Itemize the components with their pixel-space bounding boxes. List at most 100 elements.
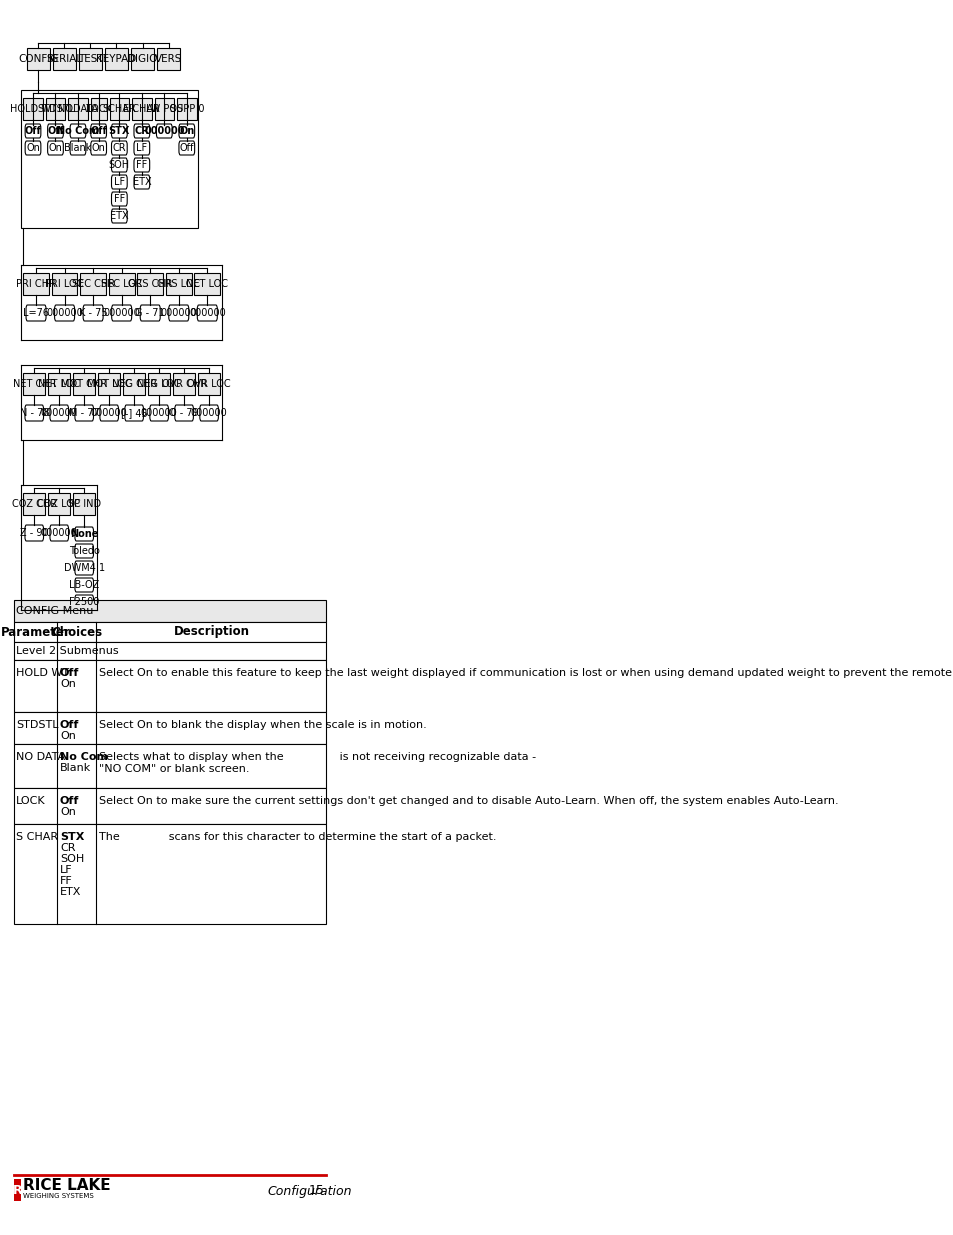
Text: HOLD WT: HOLD WT	[10, 104, 56, 114]
Text: 000000: 000000	[91, 408, 128, 417]
Text: CR: CR	[60, 844, 75, 853]
Text: CONFIG Menu: CONFIG Menu	[16, 606, 93, 616]
Text: Toledo: Toledo	[69, 546, 99, 556]
FancyBboxPatch shape	[199, 405, 218, 421]
Text: LOCK: LOCK	[86, 104, 112, 114]
Text: 000000: 000000	[160, 308, 197, 317]
Text: GRS CHR: GRS CHR	[128, 279, 172, 289]
Text: SUPP 0: SUPP 0	[170, 104, 204, 114]
FancyBboxPatch shape	[133, 124, 150, 138]
Text: LF: LF	[60, 864, 72, 876]
FancyBboxPatch shape	[23, 493, 46, 515]
FancyBboxPatch shape	[83, 305, 103, 321]
FancyBboxPatch shape	[91, 141, 107, 156]
Text: SOH: SOH	[109, 161, 130, 170]
Text: CR: CR	[112, 143, 126, 153]
FancyBboxPatch shape	[157, 48, 180, 70]
Bar	[14, 600, 326, 622]
FancyBboxPatch shape	[25, 405, 44, 421]
FancyBboxPatch shape	[148, 373, 170, 395]
Text: No Com: No Com	[60, 752, 108, 762]
FancyBboxPatch shape	[123, 373, 145, 395]
Bar	[14, 622, 326, 642]
FancyBboxPatch shape	[52, 48, 76, 70]
FancyBboxPatch shape	[177, 98, 196, 120]
Text: On: On	[179, 126, 194, 136]
Bar	[14, 713, 326, 743]
Text: WEIGHING SYSTEMS: WEIGHING SYSTEMS	[23, 1193, 93, 1199]
FancyBboxPatch shape	[166, 273, 192, 295]
Text: PRI CHR: PRI CHR	[16, 279, 56, 289]
FancyBboxPatch shape	[91, 98, 107, 120]
FancyBboxPatch shape	[46, 98, 65, 120]
Text: FF: FF	[136, 161, 148, 170]
Text: On: On	[91, 143, 106, 153]
Text: Level 2 Submenus: Level 2 Submenus	[16, 646, 118, 656]
FancyBboxPatch shape	[75, 595, 93, 609]
Text: 000000: 000000	[141, 408, 177, 417]
Text: FF: FF	[60, 876, 72, 885]
Text: Off: Off	[60, 720, 79, 730]
FancyBboxPatch shape	[197, 305, 217, 321]
FancyBboxPatch shape	[100, 405, 118, 421]
Text: 000000: 000000	[191, 408, 227, 417]
Text: LB-OZ: LB-OZ	[69, 580, 99, 590]
Text: On: On	[60, 806, 75, 818]
Text: Select On to make sure the current settings don't get changed and to disable Aut: Select On to make sure the current setti…	[99, 797, 838, 806]
FancyBboxPatch shape	[105, 48, 128, 70]
FancyBboxPatch shape	[27, 48, 50, 70]
Text: VERS: VERS	[154, 54, 182, 64]
Text: SEC LOC: SEC LOC	[101, 279, 142, 289]
Text: NET LOC: NET LOC	[38, 379, 80, 389]
Bar	[14, 642, 326, 659]
FancyBboxPatch shape	[79, 48, 102, 70]
FancyBboxPatch shape	[48, 493, 71, 515]
Text: None: None	[70, 529, 98, 538]
Text: SEC CHR: SEC CHR	[71, 279, 114, 289]
Text: Off: Off	[47, 126, 64, 136]
Text: G - 71: G - 71	[135, 308, 165, 317]
Text: On: On	[26, 143, 40, 153]
Text: TEST: TEST	[77, 54, 103, 64]
FancyBboxPatch shape	[172, 373, 195, 395]
FancyBboxPatch shape	[154, 98, 174, 120]
Text: No Com: No Com	[57, 126, 99, 136]
Text: COZ CHR: COZ CHR	[11, 499, 57, 509]
Text: DWM4 1: DWM4 1	[64, 563, 105, 573]
Text: Description: Description	[173, 625, 249, 638]
Bar	[14, 1179, 21, 1200]
Text: NODATA: NODATA	[58, 104, 98, 114]
FancyBboxPatch shape	[112, 158, 127, 172]
Text: Off: Off	[25, 126, 41, 136]
FancyBboxPatch shape	[112, 141, 127, 156]
Bar	[14, 659, 326, 713]
FancyBboxPatch shape	[23, 98, 43, 120]
FancyBboxPatch shape	[75, 405, 93, 421]
Text: Off: Off	[60, 797, 79, 806]
Text: Blank: Blank	[64, 143, 91, 153]
FancyBboxPatch shape	[48, 124, 63, 138]
FancyBboxPatch shape	[194, 273, 220, 295]
Text: [-] 45: [-] 45	[121, 408, 148, 417]
FancyBboxPatch shape	[75, 578, 93, 592]
FancyBboxPatch shape	[70, 124, 86, 138]
Text: FF: FF	[113, 194, 125, 204]
Text: HOLD WT: HOLD WT	[16, 668, 70, 678]
FancyBboxPatch shape	[80, 273, 106, 295]
Text: STX: STX	[109, 126, 130, 136]
Text: ETX: ETX	[132, 177, 151, 186]
FancyBboxPatch shape	[23, 373, 46, 395]
Text: OVR LOC: OVR LOC	[187, 379, 231, 389]
FancyBboxPatch shape	[68, 98, 88, 120]
Text: PRI LOC: PRI LOC	[46, 279, 84, 289]
Text: Off: Off	[60, 668, 79, 678]
Text: ETX: ETX	[60, 887, 81, 897]
Text: 000000: 000000	[41, 529, 77, 538]
FancyBboxPatch shape	[75, 527, 93, 541]
FancyBboxPatch shape	[25, 525, 44, 541]
FancyBboxPatch shape	[132, 98, 152, 120]
Text: E CHAR: E CHAR	[123, 104, 160, 114]
Text: NEG CHR: NEG CHR	[112, 379, 156, 389]
Text: LF: LF	[136, 143, 148, 153]
Text: RICE LAKE: RICE LAKE	[23, 1177, 111, 1193]
